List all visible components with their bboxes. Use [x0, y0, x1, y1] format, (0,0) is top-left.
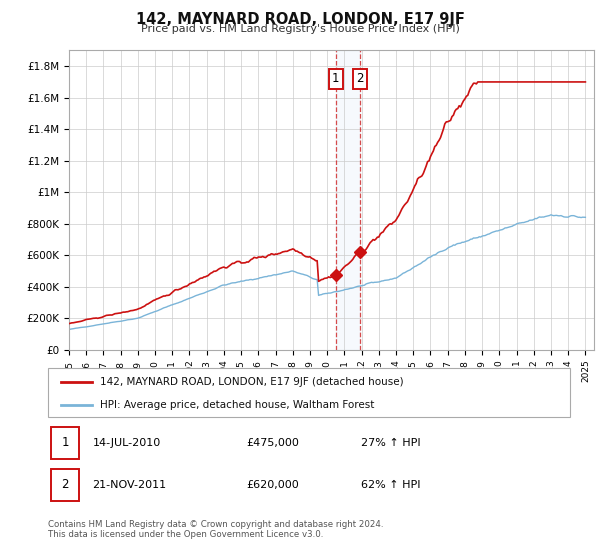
Text: 142, MAYNARD ROAD, LONDON, E17 9JF (detached house): 142, MAYNARD ROAD, LONDON, E17 9JF (deta… — [100, 377, 404, 387]
Text: 14-JUL-2010: 14-JUL-2010 — [92, 438, 161, 448]
FancyBboxPatch shape — [48, 368, 570, 417]
Text: 142, MAYNARD ROAD, LONDON, E17 9JF: 142, MAYNARD ROAD, LONDON, E17 9JF — [136, 12, 464, 27]
Text: 2: 2 — [356, 72, 364, 85]
FancyBboxPatch shape — [50, 427, 79, 459]
Text: 1: 1 — [332, 72, 340, 85]
Text: 1: 1 — [61, 436, 69, 450]
Text: Price paid vs. HM Land Registry's House Price Index (HPI): Price paid vs. HM Land Registry's House … — [140, 24, 460, 34]
Text: Contains HM Land Registry data © Crown copyright and database right 2024.
This d: Contains HM Land Registry data © Crown c… — [48, 520, 383, 539]
Text: HPI: Average price, detached house, Waltham Forest: HPI: Average price, detached house, Walt… — [100, 400, 374, 410]
Text: 21-NOV-2011: 21-NOV-2011 — [92, 480, 166, 490]
Text: 2: 2 — [61, 478, 69, 492]
Bar — [336, 50, 360, 350]
Text: £475,000: £475,000 — [247, 438, 299, 448]
Text: 62% ↑ HPI: 62% ↑ HPI — [361, 480, 421, 490]
FancyBboxPatch shape — [50, 469, 79, 501]
Text: £620,000: £620,000 — [247, 480, 299, 490]
Text: 27% ↑ HPI: 27% ↑ HPI — [361, 438, 421, 448]
